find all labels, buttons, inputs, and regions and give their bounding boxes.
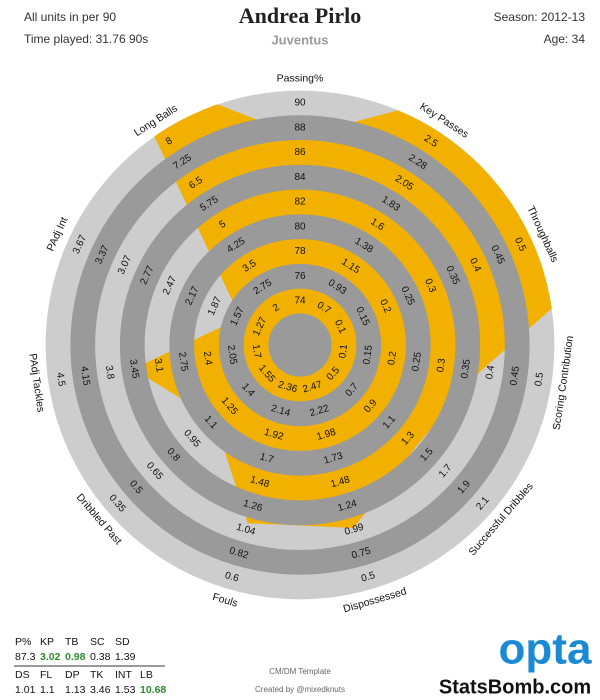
table-header: FL <box>40 669 52 681</box>
tick-label: 0.45 <box>508 365 522 386</box>
table-value: 1.53 <box>115 684 136 696</box>
table-value: 1.1 <box>40 684 55 696</box>
tick-label: 86 <box>294 147 306 158</box>
tick-label: 0.15 <box>361 344 375 365</box>
table-header: INT <box>115 669 133 681</box>
table-value: 87.3 <box>15 651 36 663</box>
tick-label: 2.4 <box>201 351 214 367</box>
tick-label: 4.5 <box>54 372 67 388</box>
tick-label: 1.24 <box>336 498 358 514</box>
tick-label: 3.45 <box>127 359 141 380</box>
table-header: KP <box>40 636 54 648</box>
tick-label: 0.2 <box>386 350 399 366</box>
tick-label: 0.5 <box>360 570 377 585</box>
table-value: 1.13 <box>65 684 86 696</box>
table-value: 1.39 <box>115 651 136 663</box>
tick-label: 2.75 <box>176 351 190 372</box>
table-value: 1.01 <box>15 684 36 696</box>
template-note: CM/DM Template <box>269 667 331 676</box>
table-header: SC <box>90 636 105 648</box>
tick-label: 0.1 <box>332 318 348 336</box>
tick-label: 0.2 <box>377 298 393 316</box>
tick-label: 0.5 <box>512 236 528 254</box>
tick-label: 0.25 <box>410 351 424 372</box>
tick-label: 5 <box>217 218 228 230</box>
units-note: All units in per 90 <box>24 10 116 24</box>
table-header: LB <box>140 669 153 681</box>
logo: opta <box>499 625 592 674</box>
tick-label: 2.05 <box>225 344 239 365</box>
tick-label: 1.26 <box>242 498 264 514</box>
table-header: TK <box>90 669 103 681</box>
tick-label: 0.5 <box>533 371 546 387</box>
tick-label: 80 <box>294 221 306 232</box>
tick-label: 0.3 <box>435 357 448 373</box>
radar: 747678808284868890Passing%0.70.931.151.3… <box>26 72 576 615</box>
tick-label: 2.14 <box>270 403 292 419</box>
subtitle: Juventus <box>271 32 328 47</box>
tick-label: 0.75 <box>350 545 372 561</box>
axis-label: Scoring Contribution <box>551 335 576 431</box>
credit: Created by @mixedknuts <box>255 685 345 694</box>
tick-label: 1.04 <box>235 522 257 538</box>
tick-label: 74 <box>294 296 306 307</box>
tick-label: 78 <box>294 246 306 257</box>
tick-label: 0.1 <box>337 343 350 359</box>
table-header: TB <box>65 636 78 648</box>
tick-label: 0.82 <box>228 546 250 562</box>
table-header: DS <box>15 669 30 681</box>
table-value: 3.46 <box>90 684 111 696</box>
tick-label: 0.4 <box>484 364 497 380</box>
tick-label: 1.48 <box>249 474 271 490</box>
age: Age: 34 <box>544 32 586 46</box>
tick-label: 8 <box>164 135 175 147</box>
tick-label: 1.7 <box>258 451 275 466</box>
tick-label: 84 <box>294 172 306 183</box>
tick-label: 0.35 <box>459 358 473 379</box>
tick-label: 1.48 <box>329 474 351 490</box>
season: Season: 2012-13 <box>494 10 586 24</box>
tick-label: 1.98 <box>315 427 337 443</box>
tick-label: 2.36 <box>277 379 299 395</box>
center-disc <box>268 313 332 377</box>
table-value: 10.68 <box>140 684 166 696</box>
table-header: SD <box>115 636 130 648</box>
tick-label: 76 <box>294 271 306 282</box>
tick-label: 1.73 <box>322 450 344 466</box>
axis-label: Fouls <box>211 591 239 610</box>
tick-label: 3.8 <box>103 365 116 381</box>
tick-label: 2 <box>271 302 282 314</box>
tick-label: 1.7 <box>250 344 263 360</box>
tick-label: 0.99 <box>343 522 365 538</box>
tick-label: 2.47 <box>302 379 324 395</box>
tick-label: 0.3 <box>422 277 438 295</box>
table-header: P% <box>15 636 31 648</box>
tick-label: 0.4 <box>467 256 483 274</box>
tick-label: 3.1 <box>152 358 165 374</box>
tick-label: 82 <box>294 197 306 208</box>
table-value: 0.98 <box>65 651 86 663</box>
tick-label: 90 <box>294 98 306 109</box>
tick-label: 0.6 <box>224 570 241 585</box>
chart-title: Andrea Pirlo <box>239 3 361 28</box>
tick-label: 4.15 <box>78 366 92 387</box>
time-played: Time played: 31.76 90s <box>24 32 148 46</box>
table-value: 3.02 <box>40 651 61 663</box>
tick-label: 2.22 <box>309 403 331 419</box>
axis-label: Passing% <box>277 72 324 84</box>
axis-label: PAdj Tackles <box>26 353 46 413</box>
table-header: DP <box>65 669 80 681</box>
tick-label: 88 <box>294 122 306 133</box>
site: StatsBomb.com <box>439 676 591 698</box>
table-value: 0.38 <box>90 651 111 663</box>
tick-label: 1.92 <box>263 427 285 443</box>
